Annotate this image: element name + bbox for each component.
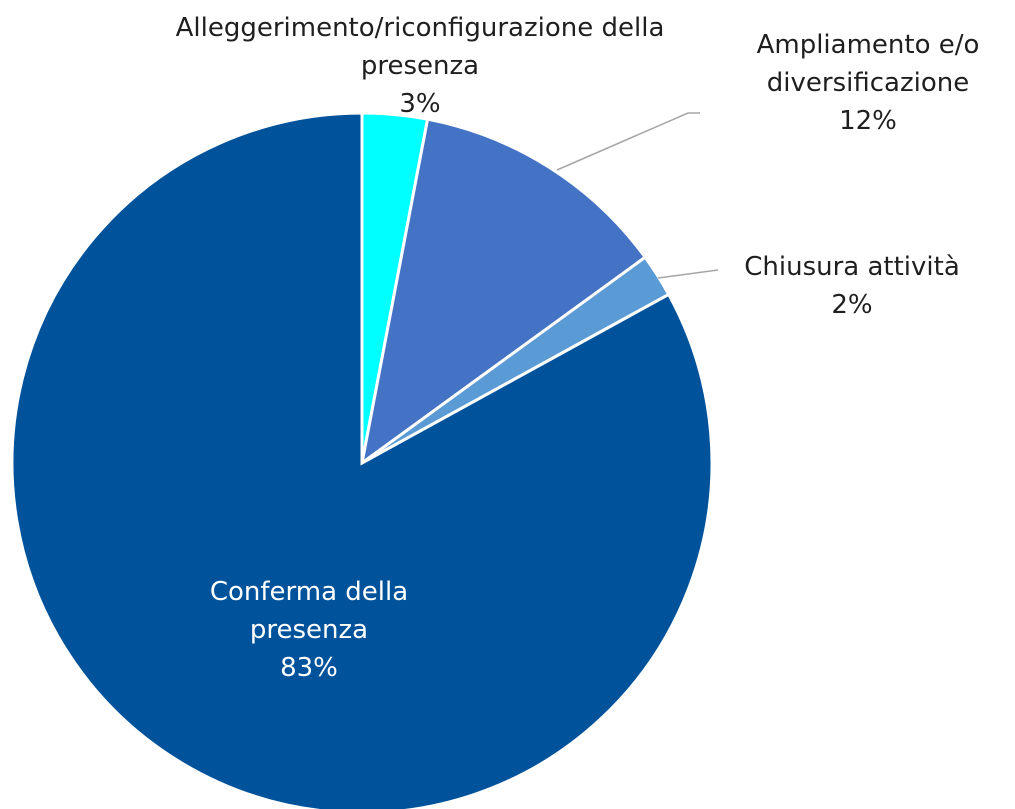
value-label: 83% bbox=[280, 653, 338, 683]
category-name: Alleggerimento/riconfigurazione della pr… bbox=[175, 13, 665, 81]
slices bbox=[10, 111, 714, 809]
slice-label: Ampliamento e/o diversificazione 12% bbox=[728, 26, 1008, 140]
slice-label: Alleggerimento/riconfigurazione della pr… bbox=[150, 9, 690, 123]
category-name: Chiusura attività bbox=[744, 252, 960, 282]
category-name: Ampliamento e/o diversificazione bbox=[756, 30, 980, 98]
leader-line bbox=[657, 269, 719, 279]
slice-label: Chiusura attività 2% bbox=[707, 248, 997, 324]
value-label: 2% bbox=[831, 290, 873, 320]
pie-slice bbox=[10, 111, 714, 809]
leader-line bbox=[556, 112, 700, 171]
value-label: 12% bbox=[839, 106, 897, 136]
category-name: Conferma della presenza bbox=[209, 577, 409, 645]
value-label: 3% bbox=[399, 89, 441, 119]
pie-slice bbox=[359, 117, 648, 467]
slice-label: Conferma della presenza 83% bbox=[174, 573, 444, 687]
